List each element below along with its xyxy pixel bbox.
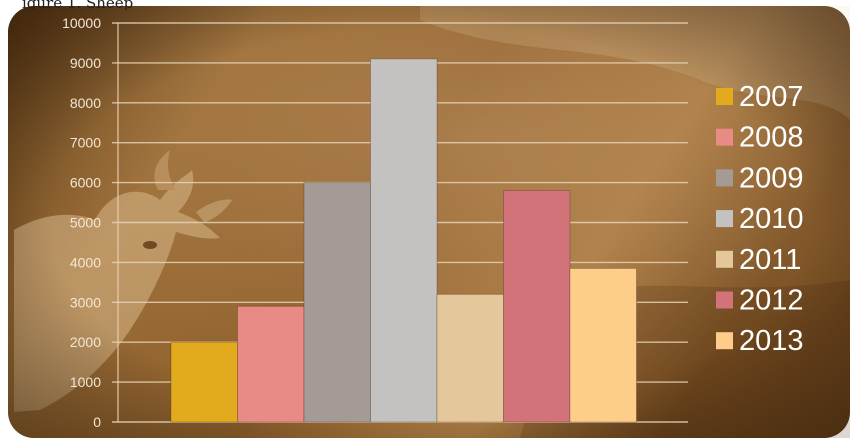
y-tick-label: 7000 bbox=[70, 135, 101, 151]
y-tick-label: 5000 bbox=[70, 215, 101, 231]
legend-label: 2010 bbox=[739, 203, 804, 235]
legend-label: 2007 bbox=[739, 81, 804, 113]
legend-label: 2011 bbox=[739, 244, 801, 276]
bar-2007 bbox=[170, 341, 238, 423]
y-tick-label: 8000 bbox=[70, 95, 101, 111]
legend-label: 2013 bbox=[739, 325, 804, 357]
bar-2010 bbox=[370, 58, 438, 423]
y-tick-label: 10000 bbox=[62, 15, 101, 31]
legend-label: 2012 bbox=[739, 285, 804, 317]
bar-2011 bbox=[436, 293, 504, 423]
y-tick-label: 3000 bbox=[70, 294, 101, 310]
legend-swatch bbox=[716, 291, 733, 309]
legend-swatch bbox=[716, 169, 733, 187]
legend-swatch bbox=[716, 128, 733, 146]
bars bbox=[170, 58, 637, 423]
bar-2008 bbox=[237, 305, 305, 423]
y-tick-label: 6000 bbox=[70, 175, 101, 191]
bar-2012 bbox=[503, 190, 571, 423]
y-tick-label: 0 bbox=[93, 414, 101, 430]
bar-2009 bbox=[303, 182, 371, 423]
legend: 2007 2008 2009 2010 2011 2012 2013 bbox=[716, 81, 804, 357]
y-tick-label: 4000 bbox=[70, 254, 101, 270]
figure-caption: igure 1. Sheep bbox=[22, 0, 134, 10]
y-tick-label: 1000 bbox=[70, 374, 101, 390]
y-axis-tick-labels: 0 1000 2000 3000 4000 5000 6000 7000 8000 9000 100… bbox=[62, 15, 101, 430]
legend-label: 2009 bbox=[739, 162, 804, 194]
y-tick-label: 9000 bbox=[70, 55, 101, 71]
legend-swatch bbox=[716, 250, 733, 268]
y-tick-label: 2000 bbox=[70, 334, 101, 350]
legend-swatch bbox=[716, 210, 733, 228]
legend-swatch bbox=[716, 88, 733, 105]
legend-label: 2008 bbox=[739, 122, 804, 154]
bar-2013 bbox=[569, 267, 637, 423]
legend-swatch bbox=[716, 332, 733, 350]
